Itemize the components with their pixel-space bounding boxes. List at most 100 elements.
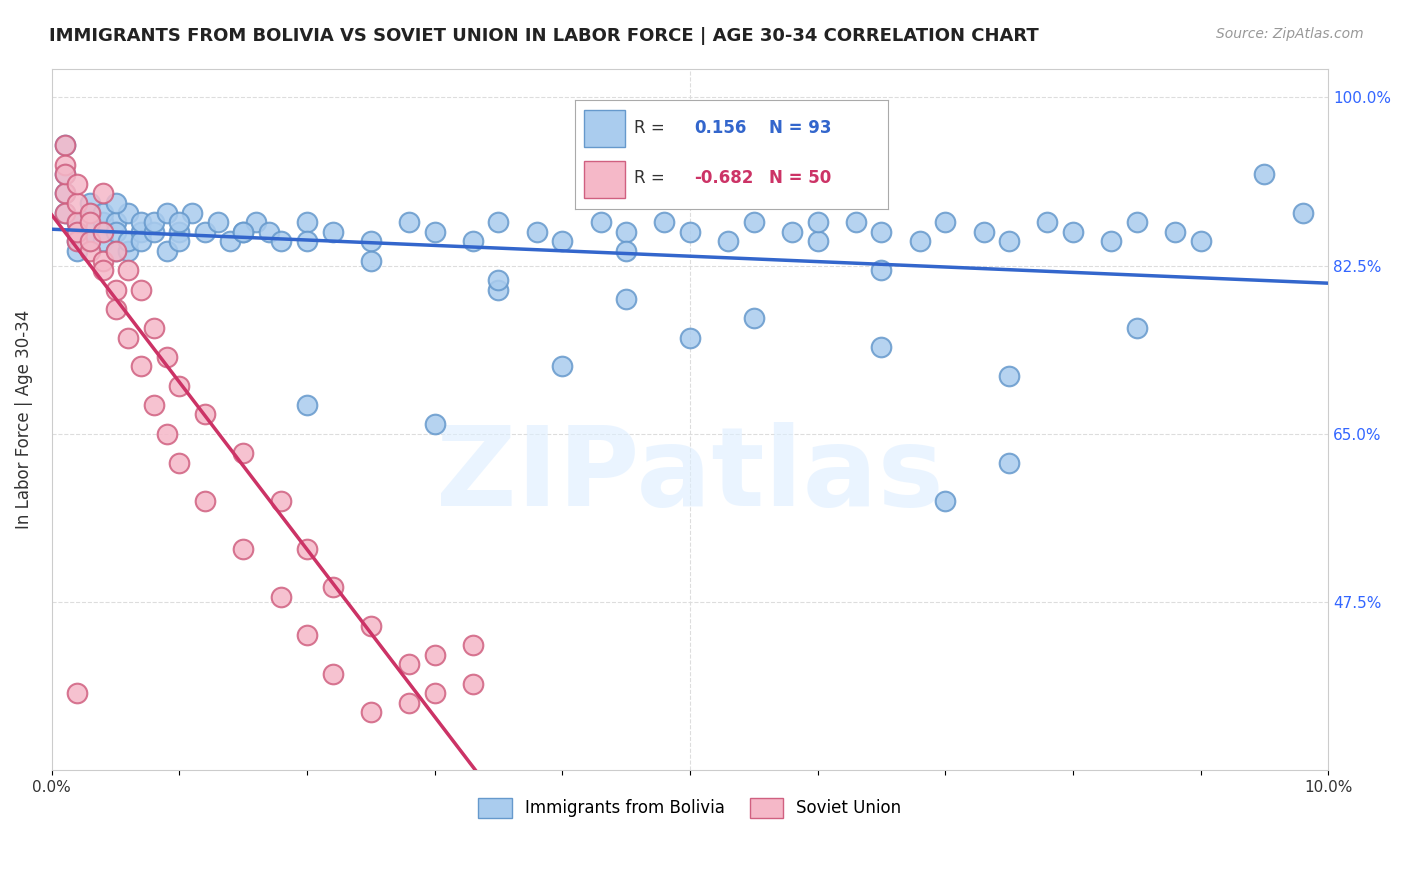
Point — [156, 244, 179, 258]
Point — [360, 235, 382, 249]
Point — [998, 235, 1021, 249]
Point — [780, 225, 803, 239]
Point — [1062, 225, 1084, 239]
Point — [1099, 235, 1122, 249]
Point — [156, 426, 179, 441]
Point — [908, 235, 931, 249]
Point — [806, 235, 828, 249]
Point — [129, 283, 152, 297]
Point — [870, 263, 893, 277]
Point — [79, 215, 101, 229]
Point — [488, 283, 510, 297]
Point — [998, 455, 1021, 469]
Point — [129, 235, 152, 249]
Point — [53, 205, 76, 219]
Point — [66, 686, 89, 700]
Point — [679, 225, 702, 239]
Point — [181, 205, 204, 219]
Point — [79, 244, 101, 258]
Point — [91, 263, 114, 277]
Point — [169, 455, 191, 469]
Point — [934, 215, 956, 229]
Point — [79, 235, 101, 249]
Point — [398, 215, 420, 229]
Point — [66, 215, 89, 229]
Text: IMMIGRANTS FROM BOLIVIA VS SOVIET UNION IN LABOR FORCE | AGE 30-34 CORRELATION C: IMMIGRANTS FROM BOLIVIA VS SOVIET UNION … — [49, 27, 1039, 45]
Point — [488, 273, 510, 287]
Point — [973, 225, 995, 239]
Point — [66, 244, 89, 258]
Point — [870, 340, 893, 354]
Legend: Immigrants from Bolivia, Soviet Union: Immigrants from Bolivia, Soviet Union — [471, 791, 908, 825]
Point — [129, 359, 152, 374]
Point — [717, 235, 740, 249]
Point — [104, 283, 127, 297]
Point — [91, 205, 114, 219]
Point — [104, 225, 127, 239]
Point — [934, 494, 956, 508]
Point — [270, 235, 292, 249]
Point — [66, 215, 89, 229]
Point — [322, 581, 344, 595]
Point — [232, 541, 254, 556]
Point — [398, 696, 420, 710]
Point — [142, 398, 165, 412]
Point — [117, 244, 139, 258]
Point — [169, 378, 191, 392]
Point — [257, 225, 280, 239]
Point — [219, 235, 242, 249]
Point — [551, 235, 574, 249]
Point — [423, 225, 446, 239]
Point — [322, 225, 344, 239]
Point — [53, 186, 76, 201]
Y-axis label: In Labor Force | Age 30-34: In Labor Force | Age 30-34 — [15, 310, 32, 529]
Point — [998, 369, 1021, 384]
Point — [66, 235, 89, 249]
Point — [169, 225, 191, 239]
Point — [232, 225, 254, 239]
Point — [295, 398, 318, 412]
Point — [461, 638, 484, 652]
Point — [117, 205, 139, 219]
Point — [104, 244, 127, 258]
Point — [156, 205, 179, 219]
Point — [1253, 167, 1275, 181]
Point — [142, 225, 165, 239]
Point — [295, 628, 318, 642]
Point — [91, 225, 114, 239]
Point — [129, 215, 152, 229]
Point — [66, 225, 89, 239]
Point — [526, 225, 548, 239]
Point — [614, 244, 637, 258]
Point — [91, 186, 114, 201]
Point — [79, 225, 101, 239]
Point — [53, 167, 76, 181]
Point — [614, 225, 637, 239]
Point — [104, 196, 127, 211]
Point — [423, 417, 446, 431]
Point — [104, 301, 127, 316]
Point — [1291, 205, 1313, 219]
Point — [360, 253, 382, 268]
Point — [104, 244, 127, 258]
Point — [742, 311, 765, 326]
Point — [1036, 215, 1059, 229]
Point — [53, 186, 76, 201]
Point — [398, 657, 420, 672]
Point — [66, 215, 89, 229]
Point — [360, 619, 382, 633]
Point — [270, 590, 292, 604]
Point — [53, 158, 76, 172]
Point — [742, 215, 765, 229]
Point — [194, 494, 217, 508]
Point — [295, 215, 318, 229]
Point — [91, 215, 114, 229]
Point — [295, 235, 318, 249]
Point — [1189, 235, 1212, 249]
Point — [1125, 215, 1147, 229]
Text: ZIPatlas: ZIPatlas — [436, 422, 943, 529]
Point — [270, 494, 292, 508]
Point — [142, 215, 165, 229]
Point — [194, 225, 217, 239]
Point — [232, 446, 254, 460]
